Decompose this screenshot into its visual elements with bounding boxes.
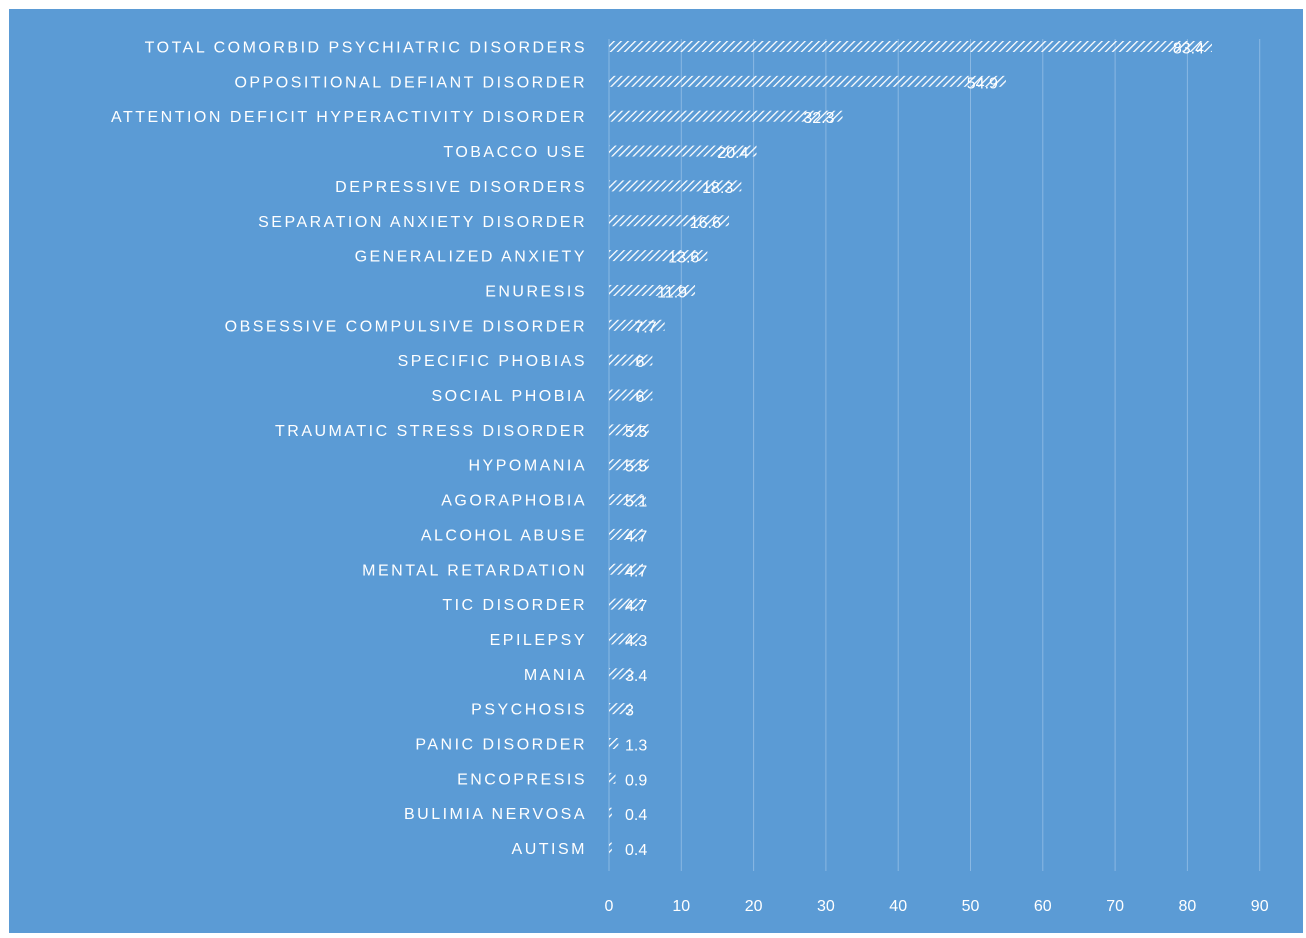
data-label: 13.6 <box>668 250 699 267</box>
x-tick-label: 0 <box>605 898 614 915</box>
x-tick-label: 90 <box>1251 898 1269 915</box>
bar <box>609 772 616 784</box>
category-label: HYPOMANIA <box>468 458 587 475</box>
data-label: 18.3 <box>702 180 733 197</box>
data-label: 11.9 <box>657 284 687 301</box>
category-label: TOTAL COMORBID PSYCHIATRIC DISORDERS <box>145 40 587 57</box>
category-label: MANIA <box>524 667 587 684</box>
category-label: SPECIFIC PHOBIAS <box>398 353 587 370</box>
x-tick-label: 60 <box>1034 898 1052 915</box>
data-label: 3.4 <box>625 668 647 685</box>
x-tick-label: 30 <box>817 898 835 915</box>
bar <box>609 145 757 157</box>
category-label: MENTAL RETARDATION <box>362 562 587 579</box>
bar <box>609 528 643 540</box>
bar <box>609 354 653 366</box>
category-label: SEPARATION ANXIETY DISORDER <box>258 214 587 231</box>
bar <box>609 389 653 401</box>
category-label: PANIC DISORDER <box>415 737 587 754</box>
data-label: 16.6 <box>690 215 721 232</box>
category-label: OBSESSIVE COMPULSIVE DISORDER <box>225 318 587 335</box>
data-label: 4.7 <box>625 598 647 615</box>
data-label: 0.9 <box>625 772 647 789</box>
x-tick-label: 20 <box>745 898 763 915</box>
category-label: EPILEPSY <box>490 632 587 649</box>
category-label: TRAUMATIC STRESS DISORDER <box>275 423 587 440</box>
data-label: 54.9 <box>967 75 998 92</box>
category-label: OPPOSITIONAL DEFIANT DISORDER <box>234 74 587 91</box>
data-label: 6 <box>635 354 644 371</box>
data-label: 5.5 <box>625 424 647 441</box>
bar <box>609 250 708 262</box>
x-tick-label: 80 <box>1179 898 1197 915</box>
x-axis-tick-labels: 0 10 20 30 40 50 60 70 80 90 <box>605 898 1269 915</box>
data-label: 4.7 <box>625 528 647 545</box>
category-label: ENURESIS <box>485 283 587 300</box>
data-label: 5.5 <box>625 459 647 476</box>
category-label: TIC DISORDER <box>442 597 587 614</box>
x-tick-label: 50 <box>962 898 980 915</box>
bar <box>609 284 696 296</box>
bars <box>609 41 1212 854</box>
bar <box>609 424 649 436</box>
bar <box>609 738 619 749</box>
category-label: ATTENTION DEFICIT HYPERACTIVITY DISORDER <box>111 109 587 126</box>
category-label: SOCIAL PHOBIA <box>432 388 588 405</box>
x-tick-label: 40 <box>889 898 907 915</box>
category-label: ENCOPRESIS <box>457 771 587 788</box>
category-label: DEPRESSIVE DISORDERS <box>335 179 587 196</box>
category-label: GENERALIZED ANXIETY <box>355 249 587 266</box>
gridlines <box>608 39 1261 871</box>
category-labels: TOTAL COMORBID PSYCHIATRIC DISORDERS OPPO… <box>111 40 588 859</box>
bar <box>609 668 634 680</box>
data-label: 32.3 <box>803 110 834 127</box>
category-label: TOBACCO USE <box>443 144 587 161</box>
bar <box>609 633 641 645</box>
data-label: 83.4 <box>1173 41 1204 58</box>
data-label: 0.4 <box>625 807 647 824</box>
data-label: 0.4 <box>625 842 647 859</box>
category-label: AUTISM <box>512 841 587 858</box>
x-tick-label: 10 <box>672 898 690 915</box>
data-labels: 83.4 54.9 32.3 20.4 18.3 16.6 13.6 11.9 7.7 6 6 5.5… <box>625 41 1204 860</box>
data-label: 4.3 <box>625 633 647 650</box>
data-label: 20.4 <box>717 145 748 162</box>
bar <box>609 842 612 854</box>
x-tick-label: 70 <box>1106 898 1124 915</box>
category-label: PSYCHOSIS <box>471 702 587 719</box>
bar <box>609 807 612 819</box>
data-label: 7.7 <box>634 319 656 336</box>
chart-background <box>9 9 1303 933</box>
data-label: 6 <box>635 389 644 406</box>
bar <box>609 319 665 331</box>
bar-chart: TOTAL COMORBID PSYCHIATRIC DISORDERS OPPO… <box>9 9 1303 933</box>
bar <box>609 180 742 192</box>
bar <box>609 110 843 122</box>
bar <box>609 703 631 715</box>
bar <box>609 598 643 610</box>
data-label: 3 <box>625 703 634 720</box>
chart-container: TOTAL COMORBID PSYCHIATRIC DISORDERS OPPO… <box>9 9 1303 938</box>
bar <box>609 494 646 506</box>
bar <box>609 459 649 471</box>
bar <box>609 215 730 227</box>
bar <box>609 41 1212 52</box>
category-label: BULIMIA NERVOSA <box>404 806 587 823</box>
bar <box>609 75 1006 87</box>
category-label: ALCOHOL ABUSE <box>421 527 587 544</box>
data-label: 1.3 <box>625 738 647 755</box>
category-label: AGORAPHOBIA <box>441 493 587 510</box>
bar <box>609 563 643 575</box>
data-label: 4.7 <box>625 563 647 580</box>
data-label: 5.1 <box>625 494 647 511</box>
